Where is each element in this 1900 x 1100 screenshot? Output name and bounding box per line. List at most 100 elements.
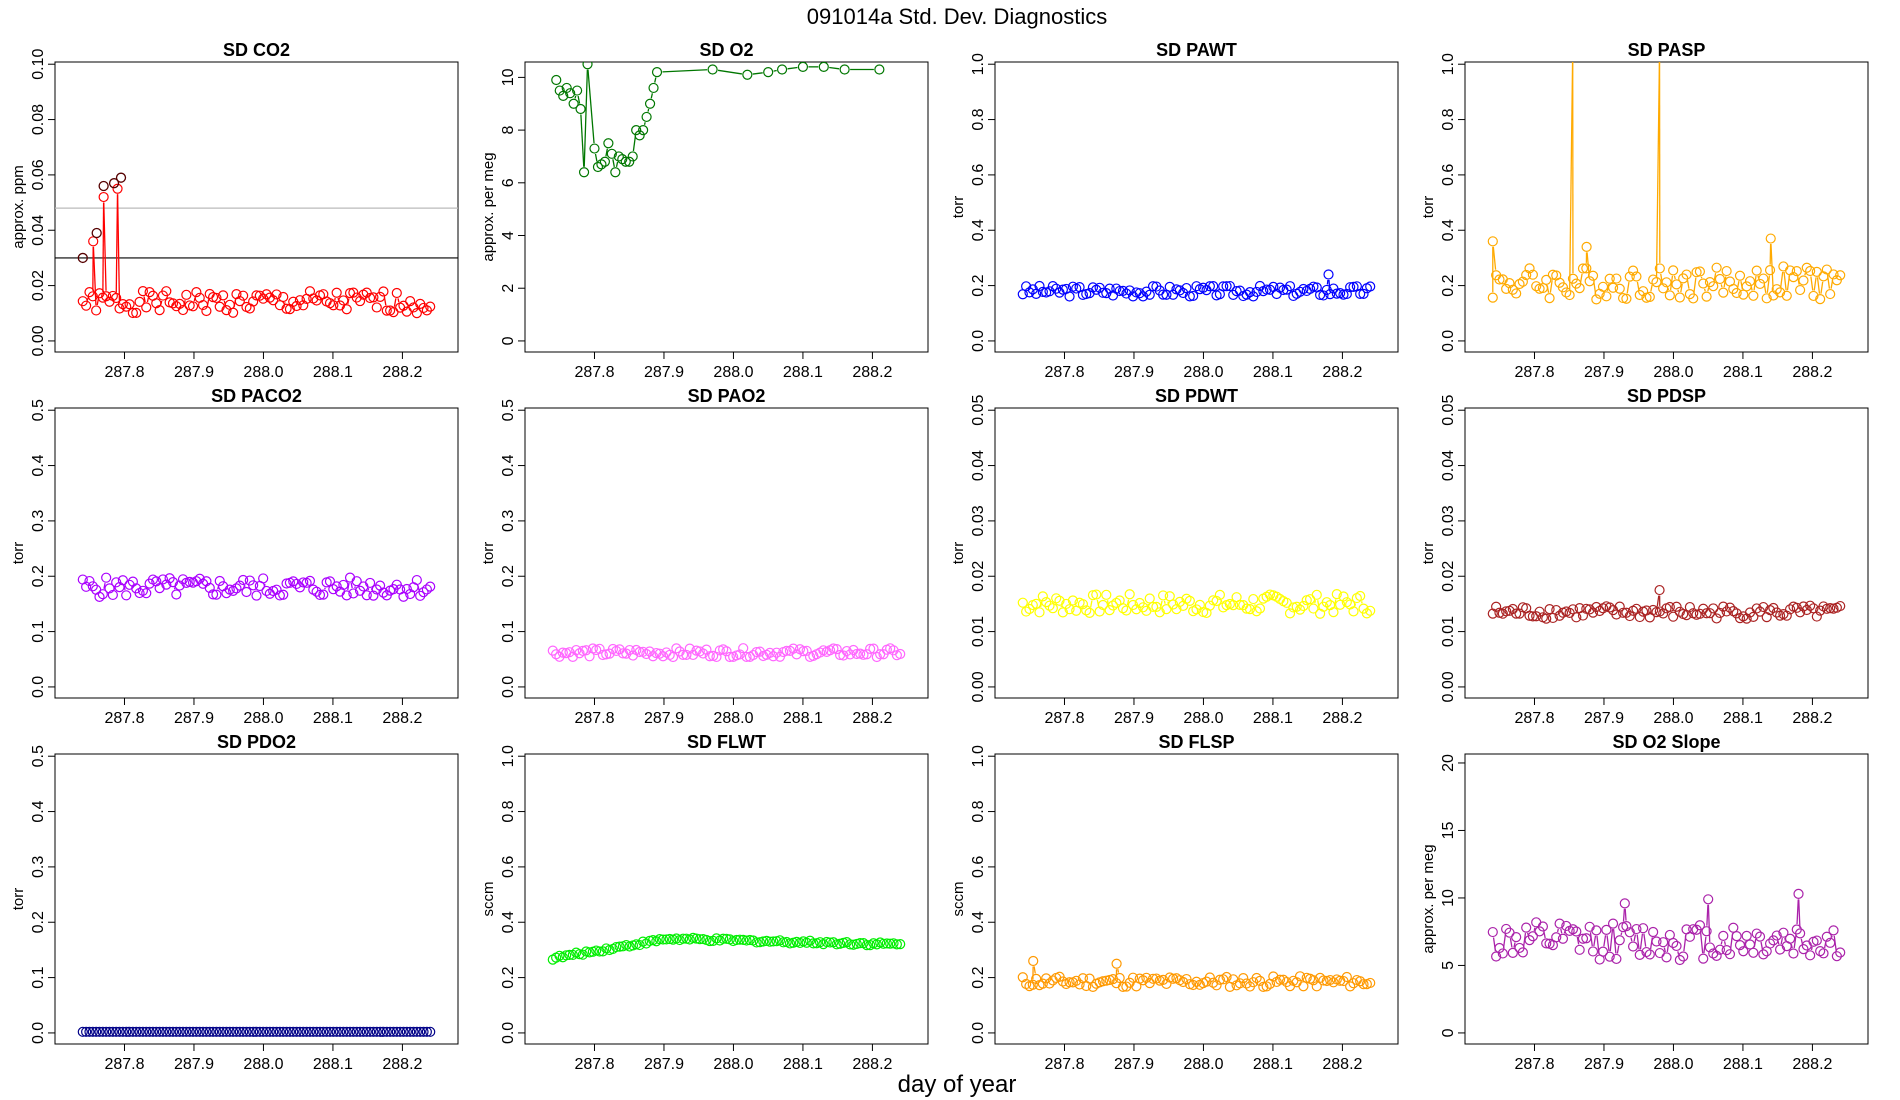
data-point	[627, 151, 638, 162]
series-segment	[1556, 928, 1559, 933]
data-point	[661, 934, 672, 945]
data-point	[1714, 607, 1726, 619]
data-point	[405, 588, 416, 600]
data-point	[1551, 932, 1562, 943]
data-point	[1094, 282, 1105, 293]
data-point	[1784, 265, 1796, 276]
data-point	[214, 301, 225, 312]
y-tick-label: 0.00	[30, 325, 47, 356]
y-tick-label: 0.8	[970, 108, 987, 130]
y-tick-label: 1.0	[970, 53, 987, 75]
data-point	[791, 649, 802, 660]
data-point	[328, 300, 339, 311]
series-segment	[1033, 966, 1036, 974]
data-point	[1238, 973, 1249, 984]
data-point	[664, 933, 675, 945]
series-sd-pdo2	[77, 1026, 436, 1037]
data-point	[1091, 589, 1102, 600]
series-segment	[1326, 279, 1329, 285]
data-point	[1788, 948, 1799, 959]
data-point	[378, 1026, 389, 1037]
data-point	[1764, 265, 1776, 276]
data-point	[88, 236, 99, 247]
data-point	[1325, 289, 1336, 300]
data-point	[589, 143, 600, 154]
y-tick-label: 0.0	[30, 1022, 47, 1044]
y-tick-label: 0.5	[30, 399, 47, 421]
data-point	[167, 1026, 179, 1037]
panel-sd-co2: SD CO2 0.00 0.02 0.04 0.06 0.08 0.10 287.8 287.9…	[10, 40, 459, 381]
data-point	[1577, 933, 1589, 944]
y-tick-label: 0.04	[970, 450, 987, 481]
data-point	[1274, 282, 1286, 293]
data-point	[1218, 602, 1229, 613]
panel-title: SD PAO2	[688, 386, 766, 406]
x-tick-label: 287.9	[1114, 364, 1154, 381]
data-point	[1721, 265, 1732, 277]
data-point	[1114, 285, 1125, 297]
data-point	[1611, 273, 1622, 284]
data-point	[606, 148, 617, 159]
data-point	[1795, 284, 1806, 296]
y-tick-label: 0.1	[30, 966, 47, 988]
y-tick-label: 10	[500, 68, 517, 86]
series-segment	[1720, 941, 1723, 945]
data-point	[574, 949, 585, 960]
data-point	[1577, 263, 1589, 274]
data-point	[1774, 287, 1786, 298]
data-point	[1627, 265, 1639, 276]
data-point	[1254, 603, 1266, 614]
data-point	[1684, 601, 1695, 613]
data-point	[388, 307, 399, 318]
y-axis-label: torr	[10, 888, 27, 911]
data-point	[1604, 273, 1615, 284]
data-point	[251, 290, 262, 301]
data-point	[1631, 923, 1642, 935]
data-point	[1561, 287, 1572, 298]
data-point	[1047, 281, 1058, 292]
data-point	[599, 156, 611, 167]
data-point	[1137, 602, 1149, 613]
x-tick-label: 288.0	[1653, 1056, 1693, 1073]
data-point	[1161, 978, 1172, 990]
data-point	[1244, 604, 1256, 615]
y-tick-label: 0.0	[970, 1022, 987, 1044]
y-tick-label: 0.1	[500, 620, 517, 642]
data-point	[1644, 291, 1655, 303]
data-point	[1815, 294, 1826, 305]
data-point	[1568, 46, 1577, 55]
data-point	[621, 648, 632, 659]
data-point	[1668, 611, 1679, 622]
series-segment	[1630, 937, 1633, 942]
series-sd-pawt	[1017, 269, 1376, 302]
data-point	[1658, 608, 1669, 619]
plot-frame	[54, 407, 459, 699]
data-point	[1348, 606, 1359, 617]
y-tick-label: 0.0	[30, 676, 47, 698]
data-point	[368, 1026, 379, 1037]
data-point	[671, 643, 682, 654]
data-point	[744, 934, 755, 946]
panel-sd-pdwt: SD PDWT 0.00 0.01 0.02 0.03 0.04 0.05 287.8 287.…	[950, 386, 1399, 727]
data-point	[248, 580, 259, 591]
data-point	[734, 934, 745, 945]
data-point	[167, 577, 179, 588]
series-segment	[1509, 937, 1513, 948]
data-point	[1021, 606, 1032, 617]
data-point	[1261, 591, 1272, 602]
data-point	[1021, 978, 1032, 990]
data-point	[861, 649, 872, 660]
data-point	[201, 305, 212, 317]
data-point	[1041, 597, 1052, 608]
data-point	[81, 1026, 92, 1037]
data-point	[1601, 924, 1612, 936]
data-point	[711, 933, 722, 944]
data-point	[624, 644, 635, 656]
data-point	[855, 937, 866, 949]
data-point	[1064, 604, 1075, 615]
series-segment	[1703, 936, 1707, 954]
y-tick-label: 2	[500, 284, 517, 293]
data-point	[1517, 947, 1528, 958]
data-point	[361, 287, 372, 298]
data-point	[1795, 928, 1806, 939]
